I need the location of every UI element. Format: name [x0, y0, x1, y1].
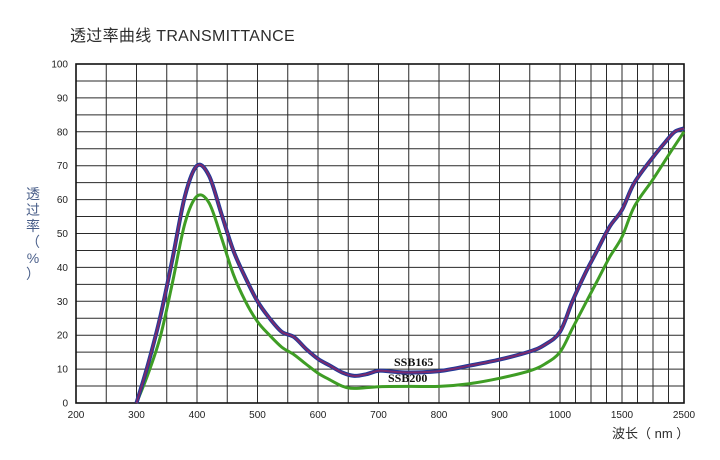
x-tick-label: 1500 — [611, 410, 634, 421]
x-tick-label: 200 — [68, 410, 85, 421]
y-tick-label: 90 — [57, 93, 69, 104]
y-tick-label: 40 — [57, 263, 69, 274]
y-tick-label: 10 — [57, 365, 69, 376]
y-tick-label: 80 — [57, 127, 69, 138]
x-tick-label: 800 — [431, 410, 448, 421]
x-tick-label: 700 — [370, 410, 387, 421]
x-axis-label: 波长（ nm ） — [612, 426, 690, 441]
series-ssb200-line — [135, 130, 686, 404]
series-lines — [134, 126, 686, 404]
y-tick-label: 50 — [57, 229, 69, 240]
x-tick-label: 600 — [310, 410, 327, 421]
y-tick-label: 30 — [57, 297, 69, 308]
series-ssb165-line — [135, 127, 685, 404]
plot-frame — [75, 63, 685, 404]
y-tick-label: 20 — [57, 331, 69, 342]
x-tick-label: 400 — [189, 410, 206, 421]
x-tick-label: 2500 — [673, 410, 696, 421]
chart-title: 透过率曲线 TRANSMITTANCE — [70, 28, 295, 45]
x-tick-label: 1000 — [549, 410, 572, 421]
tick-labels: 0 10 20 30 40 50 60 70 80 90 100 200 300 400 500 600 700… — [51, 60, 695, 422]
series-label-ssb165: SSB165 — [394, 355, 433, 369]
y-tick-label: 100 — [51, 60, 68, 71]
y-tick-label: 60 — [57, 195, 69, 206]
y-axis-label: 透 过 率 （ % ） — [26, 186, 40, 282]
grid — [75, 63, 685, 404]
series-labels: SSB165 SSB200 — [388, 355, 433, 385]
y-tick-label: 0 — [62, 399, 68, 410]
y-tick-label: 70 — [57, 161, 69, 172]
series-label-ssb200: SSB200 — [388, 371, 427, 385]
x-tick-label: 900 — [491, 410, 508, 421]
x-tick-label: 500 — [249, 410, 266, 421]
x-tick-label: 300 — [128, 410, 145, 421]
